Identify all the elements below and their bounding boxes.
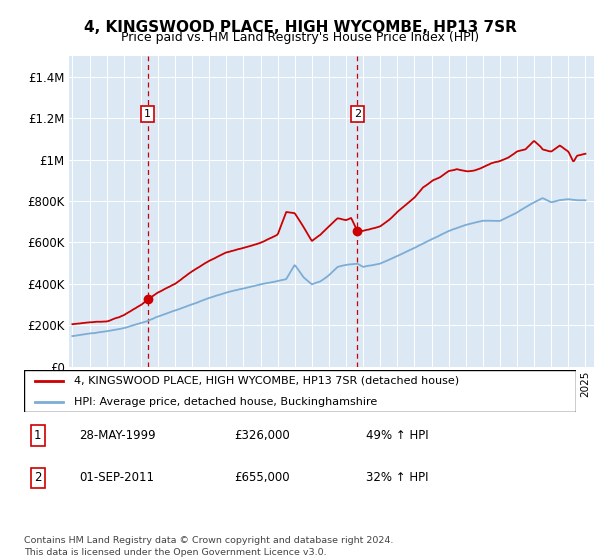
Text: HPI: Average price, detached house, Buckinghamshire: HPI: Average price, detached house, Buck… [74, 398, 377, 407]
Text: 4, KINGSWOOD PLACE, HIGH WYCOMBE, HP13 7SR (detached house): 4, KINGSWOOD PLACE, HIGH WYCOMBE, HP13 7… [74, 376, 459, 386]
Text: 2: 2 [354, 109, 361, 119]
Text: £655,000: £655,000 [234, 471, 289, 484]
Text: 4, KINGSWOOD PLACE, HIGH WYCOMBE, HP13 7SR: 4, KINGSWOOD PLACE, HIGH WYCOMBE, HP13 7… [83, 20, 517, 35]
Text: Price paid vs. HM Land Registry's House Price Index (HPI): Price paid vs. HM Land Registry's House … [121, 31, 479, 44]
Text: £326,000: £326,000 [234, 429, 290, 442]
Text: 2: 2 [34, 471, 41, 484]
Text: 28-MAY-1999: 28-MAY-1999 [79, 429, 156, 442]
Text: 1: 1 [34, 429, 41, 442]
Text: Contains HM Land Registry data © Crown copyright and database right 2024.
This d: Contains HM Land Registry data © Crown c… [24, 536, 394, 557]
Text: 1: 1 [144, 109, 151, 119]
Text: 49% ↑ HPI: 49% ↑ HPI [366, 429, 429, 442]
Text: 01-SEP-2011: 01-SEP-2011 [79, 471, 154, 484]
Text: 32% ↑ HPI: 32% ↑ HPI [366, 471, 429, 484]
